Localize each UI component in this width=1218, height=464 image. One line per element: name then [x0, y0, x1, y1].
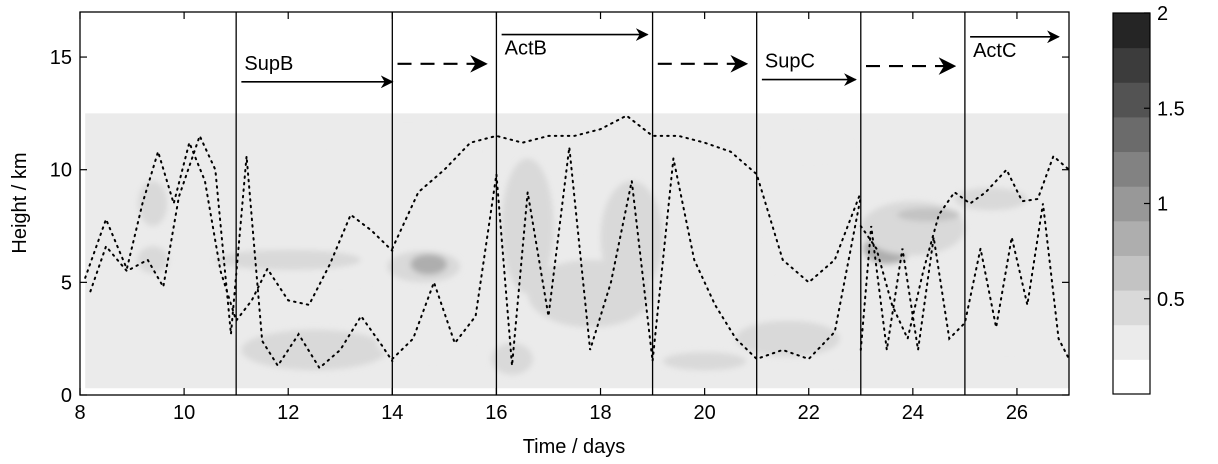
field-blob [376, 327, 471, 359]
period-arrows: SupB ActB SupC ActC [241, 28, 1060, 89]
colorbar-level [1113, 255, 1150, 291]
field-blob [215, 249, 362, 270]
field-blob [1016, 316, 1069, 362]
x-tick-label: 12 [277, 402, 299, 424]
axes: 8 10 12 14 16 18 20 22 24 26 0 5 10 15 [50, 11, 1070, 424]
dotted-contour-line [391, 147, 862, 366]
dotted-contour-line [859, 154, 1069, 342]
field-blob [241, 329, 388, 371]
colorbar-level [1113, 13, 1150, 49]
dotted-contours [84, 114, 1069, 370]
field-blob [735, 320, 840, 357]
colorbar-tick-label: 2 [1157, 3, 1168, 25]
x-tick-label: 8 [74, 402, 85, 424]
x-axis-label: Time / days [523, 436, 626, 458]
colorbar-level [1113, 186, 1150, 222]
period-label: ActB [505, 38, 547, 60]
field-blob [410, 254, 447, 275]
period-label: ActC [973, 40, 1016, 62]
x-tick-label: 14 [381, 402, 403, 424]
contour-field [85, 113, 1069, 389]
y-tick-label: 5 [61, 272, 72, 294]
field-blob [501, 158, 554, 294]
y-axis-label: Height / km [9, 152, 31, 253]
dotted-contour-line [89, 133, 394, 370]
field-blob [954, 187, 1028, 211]
field-blob [491, 343, 533, 375]
field-blob [673, 169, 757, 283]
colorbar-level [1113, 324, 1150, 360]
x-tick-label: 24 [902, 402, 924, 424]
colorbar-level [1113, 151, 1150, 187]
period-label: SupC [765, 51, 815, 73]
field-blobs [137, 129, 1069, 375]
colorbar-level [1113, 359, 1150, 395]
field-blob [662, 352, 747, 371]
dotted-contour-line [391, 114, 862, 284]
y-tick-label: 10 [50, 160, 72, 182]
dotted-contour-line [859, 203, 1069, 360]
x-tick-label: 26 [1006, 402, 1028, 424]
period-label: SupB [244, 53, 293, 75]
x-tick-label: 16 [485, 402, 507, 424]
colorbar-level [1113, 116, 1150, 153]
field-blob [897, 208, 960, 222]
plot-frame [79, 11, 1070, 396]
field-blob [137, 246, 169, 274]
field-blob [600, 180, 663, 294]
colorbar-tick-label: 1.5 [1157, 98, 1185, 120]
colorbar-tick-label: 1 [1157, 194, 1168, 216]
colorbar-level [1113, 220, 1150, 256]
colorbar-level [1113, 82, 1150, 118]
colorbar-level [1113, 47, 1150, 83]
dotted-contour-line [84, 139, 394, 323]
x-tick-label: 20 [694, 402, 716, 424]
field-blob [340, 129, 476, 175]
colorbar-tick-label: 0.5 [1157, 289, 1185, 311]
y-tick-label: 15 [50, 47, 72, 69]
colorbar-level [1113, 290, 1150, 326]
x-tick-label: 22 [798, 402, 820, 424]
field-blob [767, 135, 851, 159]
colorbar: 0.5 1 1.5 2 [1112, 3, 1185, 395]
x-tick-label: 18 [589, 402, 611, 424]
x-tick-label: 10 [173, 402, 195, 424]
y-tick-label: 0 [61, 385, 72, 407]
